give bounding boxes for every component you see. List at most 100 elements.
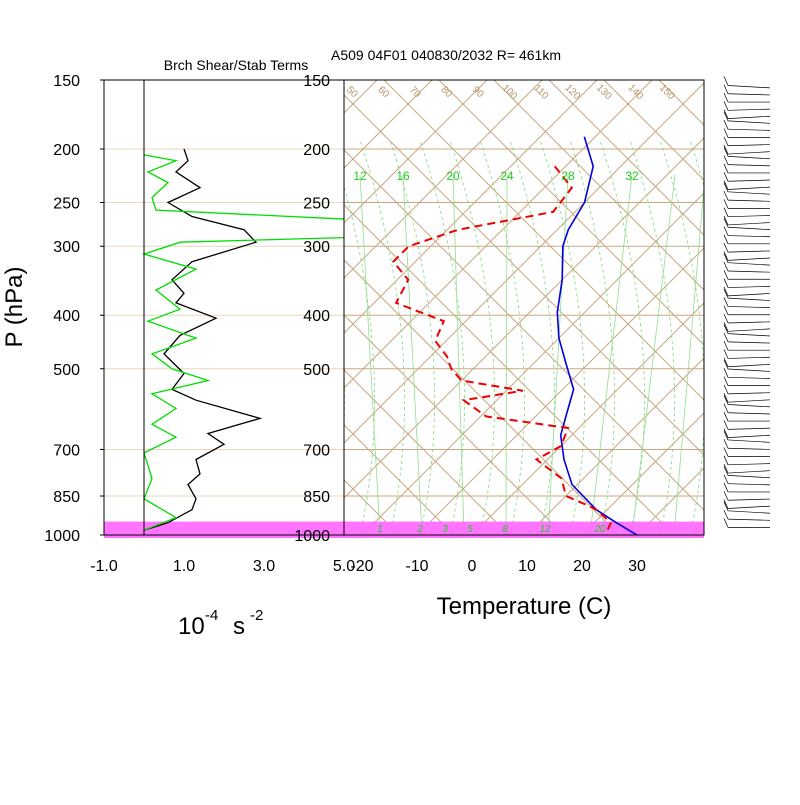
wind-barb [727,222,771,226]
dry-adiabat-label: 140 [625,82,645,102]
wind-barb [727,156,771,160]
wind-barb [727,404,771,408]
left-x-tick-label: -1.0 [90,558,118,575]
right-grid [344,80,704,535]
dry-adiabat-line [548,80,704,236]
mixing-ratio-bottom-label: 12 [539,524,551,535]
moist-adiabat-line [509,139,555,535]
wind-barb [727,483,771,486]
mixing-ratio-line [505,174,508,535]
temperature-tick-label: 10 [518,558,536,575]
wind-barb [727,475,771,479]
moist-adiabat-line [479,139,525,535]
wind-barb-flag [723,447,729,457]
wind-barbs [723,76,771,528]
dry-adiabat-line [603,80,704,181]
dry-adiabat-line [383,80,704,401]
wind-barb-flag [723,278,729,288]
isotherm-line [344,80,543,279]
mixing-ratio-line [673,181,704,535]
left-x-tick-label: 5.0 [333,558,355,575]
dry-adiabat-line [344,204,675,535]
mixing-ratio-bottom-label: 3 [442,524,448,535]
wind-barb-flag [723,474,729,484]
moist-adiabat-line [359,139,405,535]
right-pressure-tick-label: 500 [303,362,330,379]
wind-barb-flag [723,430,729,441]
right-pressure-tick-label: 150 [303,73,330,90]
wind-barb [727,115,771,119]
wind-barb-flag [723,313,729,324]
wind-barb [727,447,771,450]
wind-barb [727,93,771,96]
wind-barb-flag [723,395,729,405]
dry-adiabat-label: 80 [438,84,454,100]
highlight-band [104,521,704,538]
wind-barb [727,270,771,273]
y-axis-label: P (hPa) [1,267,28,348]
wind-barb [727,108,771,111]
left-pressure-tick-label: 400 [53,308,80,325]
isotherm-line [471,302,704,535]
wind-barb-flag [723,270,729,280]
wind-barb-flag [723,109,729,119]
isotherm-line [691,522,704,535]
mixing-ratio-line [402,174,423,535]
wind-barb [727,356,771,359]
wind-barb [727,199,771,202]
wind-barb [727,427,771,430]
moist-adiabat-line [539,139,585,535]
wind-barb-flag [723,84,729,94]
moist-adiabat-line [659,139,704,535]
wind-barb [727,215,771,218]
mixing-ratio-label: 32 [625,169,639,183]
wind-barb [727,235,771,238]
dry-adiabat-line [344,314,565,535]
right-pressure-tick-label: 700 [303,442,330,459]
wind-barb-flag [723,428,729,438]
wind-barb-flag [723,466,729,476]
wind-barb [727,151,771,155]
wind-barb [727,510,771,514]
mixing-ratio-line [547,174,569,535]
left-xlabel-unit-exp: -2 [250,607,263,624]
isotherm-line [416,247,704,535]
wind-barb-flag [723,92,729,103]
wind-barb-flag [723,501,729,511]
wind-barb [727,191,771,195]
wind-barb [727,85,771,89]
right-pressure-tick-label: 850 [303,489,330,506]
plot-frames [103,79,705,536]
wind-barb-flag [723,357,729,367]
mixing-ratio-label: 28 [561,169,575,183]
left-xlabel-unit: s [233,613,245,640]
wind-barb-flag [723,226,729,236]
mixing-ratio-label: 16 [396,169,410,183]
temperature-tick-label: -10 [405,558,428,575]
wind-barb-flag [723,393,729,403]
wind-barb [727,376,771,379]
isotherm-line [344,80,598,334]
right-series-group [391,136,638,535]
wind-barb [727,257,771,261]
wind-barb [727,363,771,368]
left-x-tick-label: 1.0 [173,558,195,575]
wind-barb [727,328,771,332]
wind-barb-flag [723,215,729,226]
moist-adiabat-line [344,185,375,535]
wind-barb [727,518,771,521]
left-x-axis-label: 10 -4 s -2 [178,607,263,640]
moist-adiabat-line [419,139,465,535]
wind-barb [727,164,771,167]
dry-adiabat-label: 130 [594,82,614,102]
right-pressure-tick-label: 250 [303,196,330,213]
left-pressure-tick-label: 250 [53,196,80,213]
isotherm-line [344,137,704,499]
wind-barb-flag [723,120,729,130]
moist-adiabat-line [599,139,645,535]
wind-barb-flag [723,509,729,520]
left-series-group [141,80,344,535]
wind-barb-flag [723,341,729,351]
